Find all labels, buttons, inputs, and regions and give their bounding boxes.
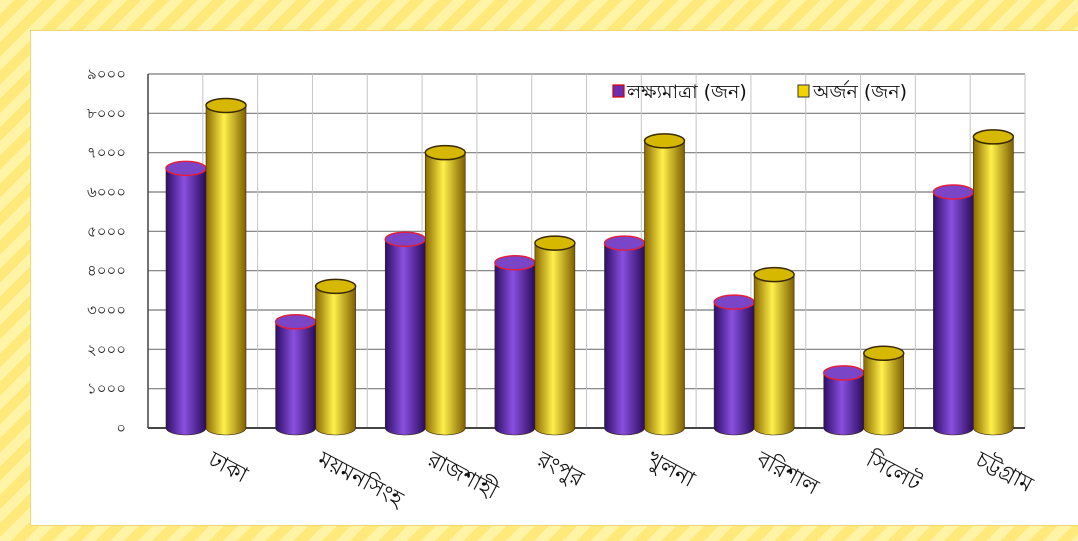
y-tick-label: ১০০০ bbox=[87, 380, 126, 398]
y-tick-label: ০ bbox=[116, 419, 126, 437]
x-category-label: রাজশাহী bbox=[422, 445, 503, 505]
bar-target bbox=[603, 235, 646, 436]
legend-swatch-target bbox=[612, 84, 625, 98]
bar-target bbox=[384, 231, 426, 436]
bar-achievement bbox=[314, 278, 357, 436]
x-category-label: রংপুর bbox=[532, 447, 588, 493]
y-tick-label: ৯০০০ bbox=[87, 65, 126, 83]
bar-achievement bbox=[972, 129, 1015, 436]
x-category-label: বরিশাল bbox=[751, 446, 823, 501]
y-tick-label: ৬০০০ bbox=[87, 183, 126, 201]
bar-target bbox=[274, 314, 317, 436]
legend-label-achievement: অর্জন (জন) bbox=[812, 80, 907, 103]
y-tick-label: ৮০০০ bbox=[87, 104, 126, 122]
y-tick-label: ৭০০০ bbox=[87, 144, 126, 162]
legend-label-target: লক্ষ্যমাত্রা (জন) bbox=[626, 81, 747, 103]
bars bbox=[165, 97, 1015, 436]
legend: লক্ষ্যমাত্রা (জন) অর্জন (জন) bbox=[612, 80, 907, 103]
bar-achievement bbox=[205, 97, 247, 436]
x-category-label: চট্টগ্রাম bbox=[970, 445, 1038, 498]
bar-target bbox=[823, 365, 865, 436]
bar-target bbox=[713, 294, 755, 436]
y-tick-label: ৪০০০ bbox=[87, 262, 126, 280]
x-category-label: ময়মনসিংহ bbox=[313, 446, 409, 513]
bar-achievement bbox=[424, 144, 466, 436]
x-category-label: সিলেট bbox=[861, 445, 927, 497]
bar-achievement bbox=[643, 133, 686, 436]
y-tick-label: ৩০০০ bbox=[87, 301, 126, 319]
y-tick-label: ৫০০০ bbox=[87, 222, 126, 240]
bar-achievement bbox=[753, 266, 795, 436]
y-tick-label: ২০০০ bbox=[87, 340, 126, 358]
bar-achievement bbox=[863, 345, 905, 436]
legend-swatch-achievement bbox=[797, 84, 810, 98]
x-category-label: ঢাকা bbox=[203, 447, 252, 489]
bar-target bbox=[494, 255, 536, 436]
bar-target bbox=[932, 184, 975, 436]
bar-target bbox=[165, 160, 207, 436]
bar-achievement bbox=[534, 235, 576, 436]
x-category-label: খুলনা bbox=[642, 447, 699, 493]
